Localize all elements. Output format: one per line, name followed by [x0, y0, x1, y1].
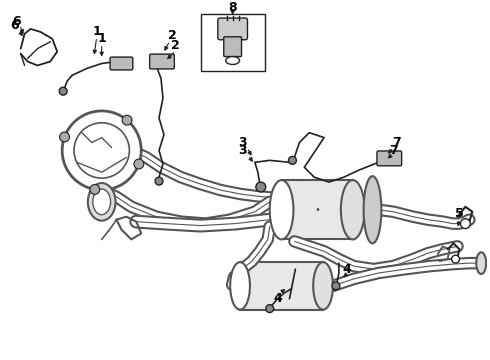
- Circle shape: [134, 159, 144, 169]
- Text: 2: 2: [169, 29, 177, 42]
- Ellipse shape: [476, 252, 486, 274]
- FancyBboxPatch shape: [149, 54, 174, 69]
- Text: 5: 5: [455, 207, 464, 220]
- Circle shape: [256, 182, 266, 192]
- Text: 3: 3: [238, 144, 246, 157]
- Text: 1: 1: [98, 32, 106, 45]
- Circle shape: [90, 184, 100, 194]
- FancyBboxPatch shape: [224, 37, 242, 57]
- FancyBboxPatch shape: [110, 57, 133, 70]
- Bar: [282, 180, 353, 239]
- Ellipse shape: [93, 189, 111, 215]
- Bar: [240, 262, 323, 310]
- Ellipse shape: [313, 262, 333, 310]
- Text: 4: 4: [273, 292, 282, 305]
- Text: 3: 3: [238, 136, 246, 149]
- Ellipse shape: [341, 180, 365, 239]
- Circle shape: [266, 305, 273, 312]
- Ellipse shape: [88, 183, 116, 221]
- Circle shape: [155, 177, 163, 185]
- Circle shape: [74, 123, 129, 178]
- Text: 6: 6: [12, 15, 21, 28]
- Circle shape: [332, 282, 340, 290]
- Circle shape: [60, 132, 70, 142]
- Bar: [200, 14, 265, 71]
- Ellipse shape: [230, 262, 250, 310]
- Circle shape: [461, 219, 470, 229]
- Text: 2: 2: [172, 39, 180, 52]
- Circle shape: [62, 111, 141, 190]
- FancyBboxPatch shape: [218, 18, 247, 40]
- Circle shape: [289, 156, 296, 164]
- Circle shape: [122, 115, 132, 125]
- Circle shape: [59, 87, 67, 95]
- Ellipse shape: [364, 176, 381, 243]
- Ellipse shape: [270, 180, 294, 239]
- Text: 7: 7: [389, 144, 397, 157]
- FancyBboxPatch shape: [377, 151, 402, 166]
- Text: •: •: [314, 205, 320, 215]
- Circle shape: [452, 255, 460, 263]
- Text: 1: 1: [93, 25, 101, 39]
- Ellipse shape: [226, 57, 240, 64]
- Text: 7: 7: [392, 136, 401, 149]
- Text: 4: 4: [343, 262, 351, 275]
- Text: 8: 8: [228, 1, 237, 14]
- Text: 6: 6: [10, 19, 19, 32]
